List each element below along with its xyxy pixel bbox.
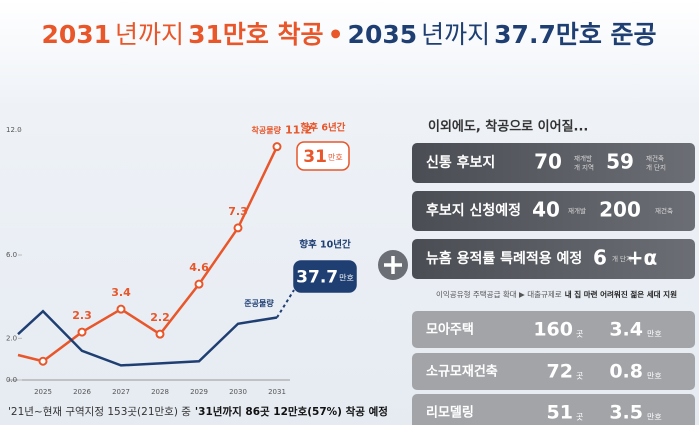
highlight-row xyxy=(412,239,695,279)
callout-unit: 만호 xyxy=(328,153,343,162)
program-homes-unit: 만호 xyxy=(647,372,662,381)
data-label: 7.3 xyxy=(228,205,248,218)
callout-box xyxy=(296,141,350,171)
y-tick-label: 12.0 xyxy=(6,126,22,134)
highlight-row xyxy=(412,191,695,231)
highlight-note: 재건축 xyxy=(655,206,673,215)
data-label: 2.3 xyxy=(72,309,92,322)
series-line xyxy=(17,146,279,363)
program-label: 리모델링 xyxy=(426,405,474,421)
program-homes: 3.5 xyxy=(609,402,643,424)
highlight-value: 200 xyxy=(599,198,641,222)
x-tick-label: 2029 xyxy=(190,388,208,396)
highlight-label: 뉴홈 용적률 특례적용 예정 xyxy=(426,250,582,267)
program-count: 160 xyxy=(533,319,573,341)
highlight-note: 재개발 xyxy=(568,206,586,215)
callout-period: 향후 10년간 xyxy=(299,239,351,251)
callout-amount: 31 xyxy=(303,147,327,167)
program-row xyxy=(412,311,695,348)
y-tick-label: 0.0 xyxy=(6,376,17,384)
program-homes-unit: 만호 xyxy=(647,330,662,339)
program-count: 51 xyxy=(547,402,573,424)
highlight-label: 신통 후보지 xyxy=(426,155,495,171)
series-name: 준공물량 xyxy=(244,298,274,308)
dashed-extension xyxy=(276,289,295,319)
title-part: 년까지 xyxy=(421,20,490,49)
program-row xyxy=(412,394,695,425)
program-homes: 0.8 xyxy=(609,361,643,383)
program-homes-unit: 만호 xyxy=(647,413,662,422)
footnote-emphasis: '31년까지 86곳 12만호(57%) 착공 예정 xyxy=(195,405,388,418)
series-name: 착공물량 xyxy=(252,125,282,135)
program-count-unit: 곳 xyxy=(576,413,583,422)
title-part: 37.7만호 준공 xyxy=(494,20,656,49)
callout-box xyxy=(293,260,357,293)
callout-unit: 만호 xyxy=(339,273,354,282)
program-label: 모아주택 xyxy=(426,322,474,338)
title-part: • xyxy=(328,20,344,49)
highlight-row xyxy=(412,143,695,183)
program-row xyxy=(412,353,695,390)
highlight-note: 재개발 xyxy=(574,154,592,163)
callout-value: 37.7만호 xyxy=(296,268,354,288)
data-label: 11.2 xyxy=(285,124,312,137)
data-point xyxy=(155,329,165,339)
callout-period: 향후 6년간 xyxy=(301,122,346,134)
highlight-label: 후보지 신청예정 xyxy=(426,202,521,219)
title-part: 2035 xyxy=(348,20,418,49)
note-emphasis: 내 집 마련 어려워진 젊은 세대 지원 xyxy=(565,289,677,299)
highlight-note: 개 지역 xyxy=(574,163,594,172)
x-tick-label: 2025 xyxy=(34,388,52,396)
highlight-note: 개 단지 xyxy=(646,163,666,172)
y-tick-label: 6.0 xyxy=(6,251,17,259)
x-tick-label: 2026 xyxy=(73,388,91,396)
program-count-unit: 곳 xyxy=(576,330,583,339)
highlight-note: 재건축 xyxy=(646,154,664,163)
title-part: 년까지 xyxy=(115,20,184,49)
plus-sign xyxy=(384,256,402,274)
highlight-value: 59 xyxy=(606,150,634,174)
footnote-lead: '21년~현재 구역지정 153곳(21만호) 중 xyxy=(8,406,191,418)
y-tick-label: 2.0 xyxy=(6,334,17,342)
panel-header: 이외에도, 착공으로 이어질... xyxy=(428,119,588,135)
highlight-value: 70 xyxy=(534,150,562,174)
callout-value: 31만호 xyxy=(303,147,342,167)
data-point xyxy=(116,304,126,314)
x-tick-label: 2031 xyxy=(268,388,286,396)
data-point xyxy=(272,142,282,152)
x-tick-label: 2028 xyxy=(151,388,169,396)
data-point xyxy=(77,327,87,337)
data-point xyxy=(38,356,48,366)
title-part: 31만호 착공 xyxy=(188,20,324,49)
program-count: 72 xyxy=(547,361,573,383)
data-point xyxy=(233,223,243,233)
title-part: 2031 xyxy=(41,20,111,49)
highlight-value: 6 xyxy=(593,246,607,270)
footnote: '21년~현재 구역지정 153곳(21만호) 중 '31년까지 86곳 12만호… xyxy=(8,405,388,418)
program-homes: 3.4 xyxy=(609,319,643,341)
callout-amount: 37.7 xyxy=(296,268,338,288)
data-point xyxy=(194,279,204,289)
series-line xyxy=(17,309,278,367)
note: 이익공유형 주택공급 확대 ▶ 대출규제로 내 집 마련 어려워진 젊은 세대 지… xyxy=(436,289,677,299)
data-label: 4.6 xyxy=(189,261,209,274)
highlight-note: 개 단지 xyxy=(612,254,632,263)
highlight-value: +α xyxy=(627,246,658,270)
data-label: 2.2 xyxy=(150,311,170,324)
program-label: 소규모재건축 xyxy=(426,364,498,380)
note-lead: 이익공유형 주택공급 확대 ▶ 대출규제로 xyxy=(436,289,562,299)
x-tick-label: 2030 xyxy=(229,388,247,396)
x-tick-label: 2027 xyxy=(112,388,130,396)
program-count-unit: 곳 xyxy=(576,372,583,381)
title: 2031 년까지 31만호 착공 • 2035 년까지 37.7만호 준공 xyxy=(41,20,656,49)
data-label: 3.4 xyxy=(111,286,131,299)
highlight-value: 40 xyxy=(532,198,560,222)
